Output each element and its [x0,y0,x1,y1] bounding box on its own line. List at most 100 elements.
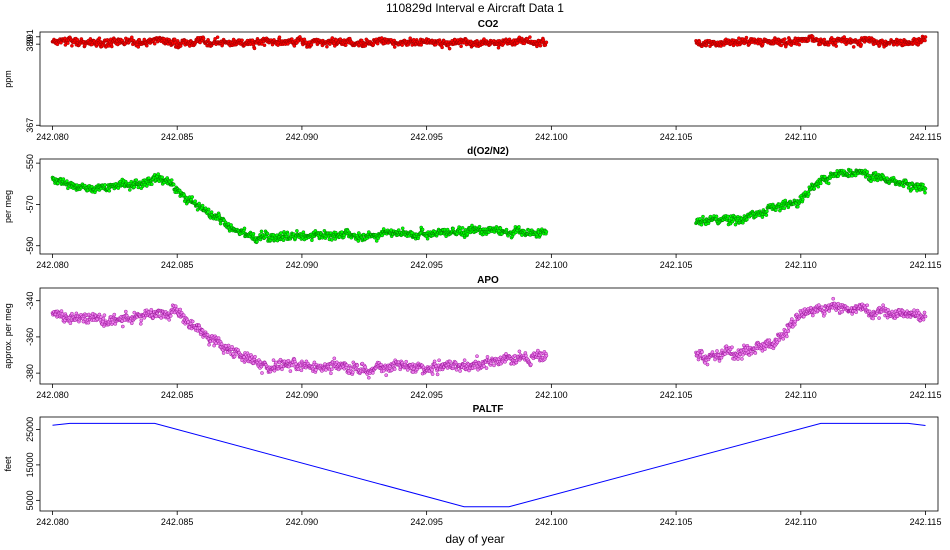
data-point [504,227,509,232]
data-point [112,312,117,317]
data-point [295,229,299,233]
data-point [149,182,154,186]
data-point [796,204,800,209]
data-point [477,224,482,229]
data-point [173,304,178,309]
x-tick-label: 242.090 [286,390,319,400]
data-point [75,38,80,42]
data-point [705,362,710,367]
data-point [437,358,441,363]
data-point [544,353,549,358]
data-point [149,307,154,312]
data-point [819,181,823,186]
data-point [853,173,858,178]
data-point [65,179,69,183]
data-point [375,41,380,46]
x-tick-label: 242.090 [286,260,319,270]
data-point [171,182,176,187]
data-point [329,371,333,376]
y-tick-label: -380 [25,364,35,382]
x-tick-label: 242.115 [910,390,942,400]
data-point [816,184,821,189]
x-tick-label: 242.090 [286,517,319,527]
data-point [167,317,171,322]
data-point [719,355,724,360]
x-tick-label: 242.115 [910,260,942,270]
data-point [132,185,137,189]
data-point [325,44,329,49]
y-axis-label: approx. per meg [3,303,13,369]
data-point [779,43,784,48]
data-point [290,363,294,368]
data-point [460,226,465,230]
data-point [190,319,195,324]
data-point [230,345,234,349]
data-point [435,372,440,377]
data-point [764,213,769,217]
data-point [286,358,291,363]
x-tick-label: 242.100 [535,132,568,142]
data-point [845,306,850,310]
data-point [831,296,836,301]
data-marks [52,422,926,508]
data-point [901,184,906,189]
data-point [790,317,794,321]
data-point [205,332,210,337]
data-point [329,238,334,242]
data-point [536,348,540,353]
data-point [274,360,278,365]
data-point [740,357,744,361]
x-tick-label: 242.115 [910,132,942,142]
data-point [482,364,486,369]
data-point [730,345,734,350]
x-tick-label: 242.105 [660,517,693,527]
data-point [763,347,767,352]
data-point [459,44,463,49]
data-point [169,178,174,182]
data-point [63,36,67,41]
data-point [922,310,927,315]
data-point [219,342,224,346]
data-point [717,359,722,363]
data-point [817,303,821,307]
data-point [801,197,805,202]
data-point [97,312,102,317]
data-point [172,37,177,42]
data-point [877,43,882,48]
data-point [700,350,704,354]
data-point [139,318,144,323]
x-tick-label: 242.105 [660,260,693,270]
data-point [292,44,297,48]
data-point [70,44,74,48]
y-tick-label: -360 [25,328,35,346]
y-tick-label: 15000 [25,452,35,477]
data-point [392,45,397,49]
data-point [226,343,231,348]
data-point [774,208,778,212]
data-point [136,185,141,190]
data-point [200,328,205,333]
x-tick-label: 242.095 [410,390,443,400]
data-point [811,313,815,318]
x-tick-label: 242.095 [410,132,443,142]
data-point [744,35,749,40]
data-point [820,305,824,310]
data-point [923,190,927,195]
data-point [103,183,107,187]
data-point [101,316,106,321]
x-tick-label: 242.080 [36,132,69,142]
data-point [923,35,928,39]
data-point [544,40,549,45]
x-tick-label: 242.100 [535,390,568,400]
data-point [812,186,817,191]
data-point [405,368,410,372]
data-point [329,367,334,372]
data-point [260,371,264,375]
data-point [823,311,827,316]
x-tick-label: 242.100 [535,260,568,270]
data-point [138,321,143,326]
plot-frame [39,416,939,512]
data-marks [50,167,928,245]
data-point [348,366,353,371]
